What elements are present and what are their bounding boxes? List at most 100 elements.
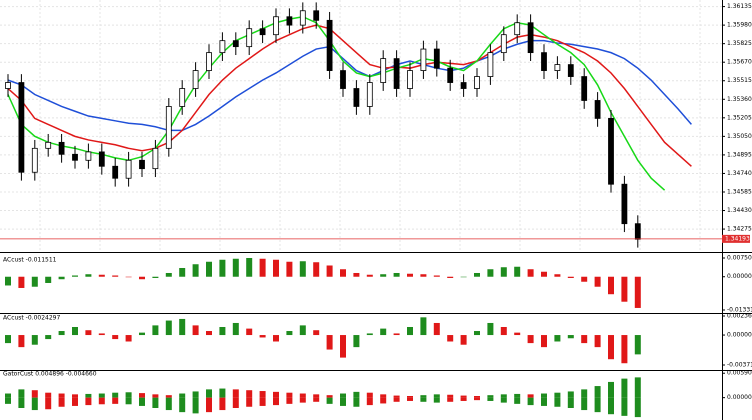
histogram-bar bbox=[634, 397, 641, 418]
candle-body bbox=[514, 22, 521, 36]
y-tick-label: 1.35980 bbox=[727, 22, 752, 29]
y-tick-label: 1.35515 bbox=[727, 77, 752, 84]
histogram-bar bbox=[286, 397, 293, 404]
histogram-bar bbox=[139, 332, 145, 336]
histogram-bar bbox=[380, 274, 387, 277]
histogram-bar bbox=[460, 397, 467, 401]
candle-body bbox=[541, 52, 547, 71]
histogram-bar bbox=[259, 397, 266, 406]
histogram-bar bbox=[621, 276, 628, 302]
histogram-bar bbox=[313, 397, 320, 402]
histogram-bar bbox=[500, 326, 507, 336]
histogram-bar bbox=[340, 335, 346, 358]
histogram-bar bbox=[326, 395, 333, 398]
histogram-bar bbox=[634, 377, 641, 398]
candle-body bbox=[608, 118, 614, 185]
histogram-bar bbox=[165, 320, 172, 336]
panel-title: ACcust -0.0024297 bbox=[3, 315, 60, 322]
histogram-bar bbox=[527, 397, 534, 406]
histogram-bar bbox=[460, 335, 467, 345]
histogram-bar bbox=[246, 397, 253, 407]
histogram-bar bbox=[447, 394, 454, 398]
histogram-bar bbox=[567, 391, 574, 398]
histogram-bar bbox=[72, 397, 78, 406]
histogram-bar bbox=[487, 322, 494, 336]
histogram-bar bbox=[366, 274, 373, 277]
y-tick-label: 1.35670 bbox=[727, 59, 752, 66]
histogram-bar bbox=[393, 395, 400, 398]
y-tick-label: 1.35205 bbox=[727, 114, 752, 121]
histogram-bar bbox=[232, 258, 239, 277]
candle-body bbox=[18, 82, 25, 173]
y-tick-label: 1.34430 bbox=[727, 207, 752, 214]
last-price-box bbox=[722, 234, 750, 243]
histogram-bar bbox=[232, 389, 239, 398]
moving-average bbox=[7, 15, 666, 191]
histogram-bar bbox=[273, 397, 279, 406]
histogram-bar bbox=[527, 335, 534, 344]
histogram-bar bbox=[165, 272, 172, 277]
histogram-bar bbox=[407, 326, 413, 336]
histogram-bar bbox=[527, 269, 534, 277]
candle-body bbox=[527, 22, 534, 54]
last-price-label: 1.34193 bbox=[725, 235, 750, 242]
histogram-bar bbox=[554, 335, 561, 342]
histogram-bar bbox=[393, 397, 400, 402]
histogram-bar bbox=[500, 394, 507, 398]
histogram-bar bbox=[581, 389, 588, 398]
histogram-bar bbox=[179, 318, 186, 336]
histogram-bar bbox=[380, 394, 387, 398]
y-tick-label: 1.34895 bbox=[727, 151, 752, 158]
candle-body bbox=[5, 82, 11, 89]
histogram-bar bbox=[594, 276, 601, 287]
histogram-bar bbox=[487, 269, 494, 277]
histogram-bar bbox=[58, 393, 65, 398]
histogram-bar bbox=[447, 276, 454, 278]
candle-body bbox=[152, 147, 159, 170]
histogram-bar bbox=[393, 272, 400, 277]
histogram-bar bbox=[500, 397, 507, 403]
candle-body bbox=[259, 28, 266, 36]
histogram-bar bbox=[366, 333, 373, 336]
histogram-bar bbox=[474, 272, 480, 277]
histogram-bar bbox=[567, 276, 574, 278]
y-tick-label: 1.36135 bbox=[727, 3, 752, 10]
histogram-bar bbox=[514, 332, 521, 336]
histogram-bar bbox=[340, 393, 346, 398]
y-tick-label: 1.35050 bbox=[727, 133, 752, 140]
histogram-bar bbox=[286, 331, 293, 336]
histogram-bar bbox=[447, 397, 454, 402]
candle-body bbox=[340, 70, 346, 89]
histogram-bar bbox=[567, 397, 574, 408]
histogram-bar bbox=[634, 276, 641, 308]
histogram-bar bbox=[139, 397, 145, 406]
histogram-bar bbox=[299, 397, 306, 403]
histogram-bar bbox=[165, 397, 172, 411]
histogram-bar bbox=[286, 392, 293, 398]
histogram-bar bbox=[608, 335, 614, 360]
histogram-bar bbox=[152, 394, 159, 398]
histogram-bar bbox=[259, 258, 266, 277]
histogram-bar bbox=[18, 397, 25, 408]
histogram-bar bbox=[340, 269, 346, 277]
histogram-bar bbox=[527, 394, 534, 398]
y-tick-label: 1.34275 bbox=[727, 226, 752, 233]
histogram-bar bbox=[152, 325, 159, 336]
histogram-bar bbox=[125, 392, 132, 398]
candle-body bbox=[407, 70, 413, 89]
y-tick-label: 0.0023653 bbox=[727, 313, 752, 320]
y-tick-label: 0.000000 bbox=[727, 394, 752, 401]
candle-body bbox=[433, 48, 440, 69]
candle-body bbox=[634, 223, 641, 240]
histogram-bar bbox=[98, 333, 105, 336]
histogram-bar bbox=[313, 394, 320, 398]
histogram-bar bbox=[273, 391, 279, 398]
histogram-bar bbox=[179, 393, 186, 398]
histogram-bar bbox=[45, 392, 52, 398]
histogram-bar bbox=[621, 378, 628, 398]
histogram-bar bbox=[85, 397, 92, 406]
candle-body bbox=[179, 88, 186, 107]
